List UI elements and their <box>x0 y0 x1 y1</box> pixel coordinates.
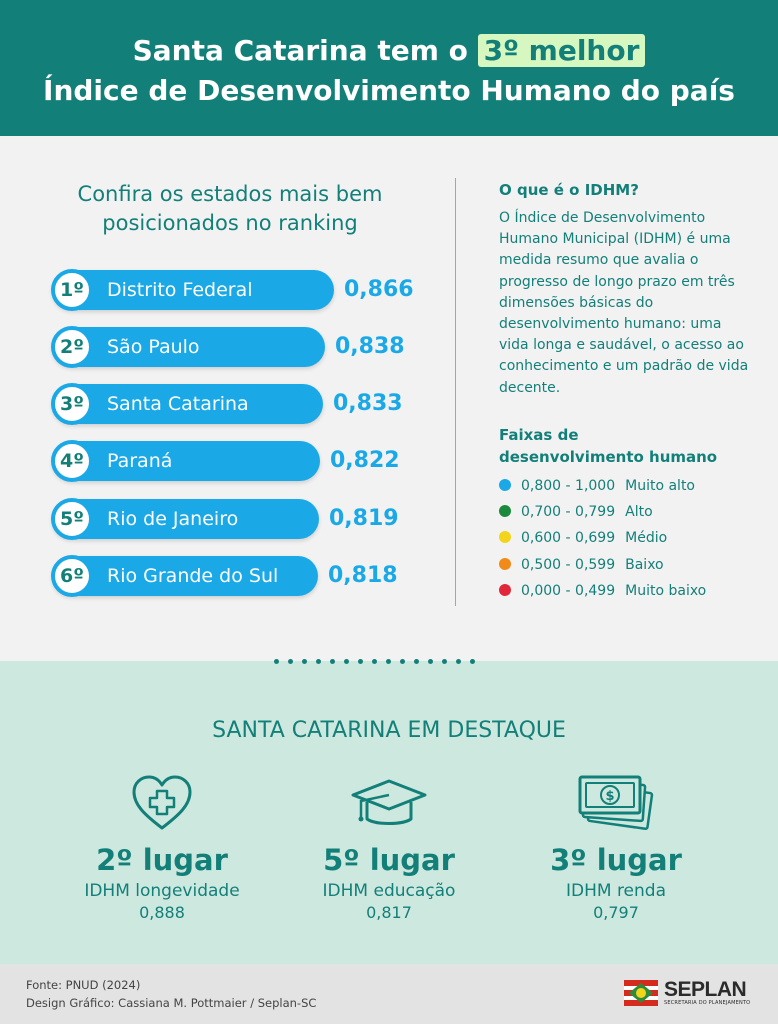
legend-range: 0,500 - 0,599 <box>521 557 616 573</box>
legend-range: 0,700 - 0,799 <box>521 504 616 520</box>
legend-range: 0,600 - 0,699 <box>521 530 616 546</box>
idhm-question: O que é o IDHM? <box>499 181 639 199</box>
ranking-title-line-2: posicionados no ranking <box>102 211 358 235</box>
money-bill-icon: $ <box>496 773 736 833</box>
heart-plus-icon <box>42 773 282 833</box>
ranking-position: 1º <box>51 269 93 311</box>
bands-title: Faixas de desenvolvimento humano <box>499 424 759 468</box>
headline-line-2: Índice de Desenvolvimento Humano do país <box>43 74 735 107</box>
highlight-place: 5º lugar <box>323 843 455 877</box>
highlights-title: SANTA CATARINA EM DESTAQUE <box>212 718 566 743</box>
ranking-state: São Paulo <box>107 336 200 358</box>
ranking-value: 0,838 <box>335 334 405 359</box>
ranking-state: Rio de Janeiro <box>107 508 239 530</box>
legend-dot <box>499 558 511 570</box>
headline-highlight: 3º melhor <box>477 34 646 67</box>
logo-name: SEPLAN <box>664 978 747 1001</box>
ranking-state: Rio Grande do Sul <box>107 565 279 587</box>
idhm-description: O Índice de Desenvolvimento Humano Munic… <box>499 210 749 396</box>
highlight-value: 0,817 <box>366 903 412 922</box>
legend-dot <box>499 531 511 543</box>
legend-label: Muito baixo <box>625 583 707 599</box>
ranking-bar <box>52 327 325 367</box>
legend-range: 0,000 - 0,499 <box>521 583 616 599</box>
ranking-value: 0,819 <box>329 506 399 531</box>
sc-flag-icon <box>624 980 658 1006</box>
ranking-value: 0,822 <box>330 448 400 473</box>
vertical-divider <box>455 178 456 606</box>
ranking-position: 6º <box>51 555 93 597</box>
ranking-value: 0,818 <box>328 563 398 588</box>
legend-item: 0,800 - 1,000 Muito alto <box>499 476 695 496</box>
legend-label: Médio <box>625 530 668 546</box>
highlight-income: $ 3º lugar IDHM renda 0,797 <box>496 773 736 922</box>
svg-text:$: $ <box>605 789 614 804</box>
ranking-value: 0,833 <box>333 391 403 416</box>
ranking-title-line-1: Confira os estados mais bem <box>77 182 383 206</box>
legend-range: 0,800 - 1,000 <box>521 478 616 494</box>
highlight-place: 2º lugar <box>96 843 228 877</box>
logo-subtitle: SECRETARIA DO PLANEJAMENTO <box>664 1000 751 1006</box>
ranking-state: Paraná <box>107 450 173 472</box>
logo-text: SEPLAN SECRETARIA DO PLANEJAMENTO <box>664 978 751 1006</box>
highlight-longevity: 2º lugar IDHM longevidade 0,888 <box>42 773 282 922</box>
ranking-bar <box>52 384 323 424</box>
legend-dot <box>499 505 511 517</box>
ranking-bar <box>52 270 334 310</box>
ranking-position: 4º <box>51 440 93 482</box>
highlight-education: 5º lugar IDHM educação 0,817 <box>269 773 509 922</box>
highlight-value: 0,888 <box>139 903 185 922</box>
highlight-place: 3º lugar <box>550 843 682 877</box>
ranking-position: 5º <box>51 498 93 540</box>
design-credit: Design Gráfico: Cassiana M. Pottmaier / … <box>26 996 317 1010</box>
graduation-cap-icon <box>269 773 509 833</box>
legend-dot <box>499 479 511 491</box>
legend-dot <box>499 584 511 596</box>
highlight-label: IDHM educação <box>322 881 456 901</box>
legend-label: Muito alto <box>625 478 695 494</box>
ranking-position: 3º <box>51 383 93 425</box>
legend-item: 0,600 - 0,699 Médio <box>499 528 667 548</box>
highlight-label: IDHM longevidade <box>84 881 240 901</box>
headline-line-1: Santa Catarina tem o 3º melhor <box>0 34 778 67</box>
bands-title-line-2: desenvolvimento humano <box>499 448 718 466</box>
legend-item: 0,700 - 0,799 Alto <box>499 502 653 522</box>
highlights-section: SANTA CATARINA EM DESTAQUE 2º lugar IDHM… <box>0 659 778 964</box>
legend-item: 0,000 - 0,499 Muito baixo <box>499 581 706 601</box>
headline-text: Santa Catarina tem o <box>132 34 478 67</box>
header-banner: Santa Catarina tem o 3º melhor Índice de… <box>0 0 778 136</box>
ranking-value: 0,866 <box>344 277 414 302</box>
legend-label: Baixo <box>625 557 664 573</box>
bands-title-line-1: Faixas de <box>499 426 579 444</box>
ranking-bar <box>52 441 320 481</box>
ranking-state: Distrito Federal <box>107 279 253 301</box>
footer: Fonte: PNUD (2024) Design Gráfico: Cassi… <box>0 964 778 1024</box>
ranking-state: Santa Catarina <box>107 393 249 415</box>
ranking-bar <box>52 499 319 539</box>
highlight-label: IDHM renda <box>565 881 667 901</box>
seplan-logo: SEPLAN SECRETARIA DO PLANEJAMENTO <box>624 978 751 1006</box>
dotted-separator <box>274 659 475 664</box>
ranking-position: 2º <box>51 326 93 368</box>
legend-item: 0,500 - 0,599 Baixo <box>499 555 664 575</box>
ranking-bar <box>52 556 318 596</box>
source-credit: Fonte: PNUD (2024) <box>26 978 141 992</box>
legend-label: Alto <box>625 504 653 520</box>
highlight-value: 0,797 <box>593 903 639 922</box>
ranking-title: Confira os estados mais bem posicionados… <box>40 180 420 238</box>
